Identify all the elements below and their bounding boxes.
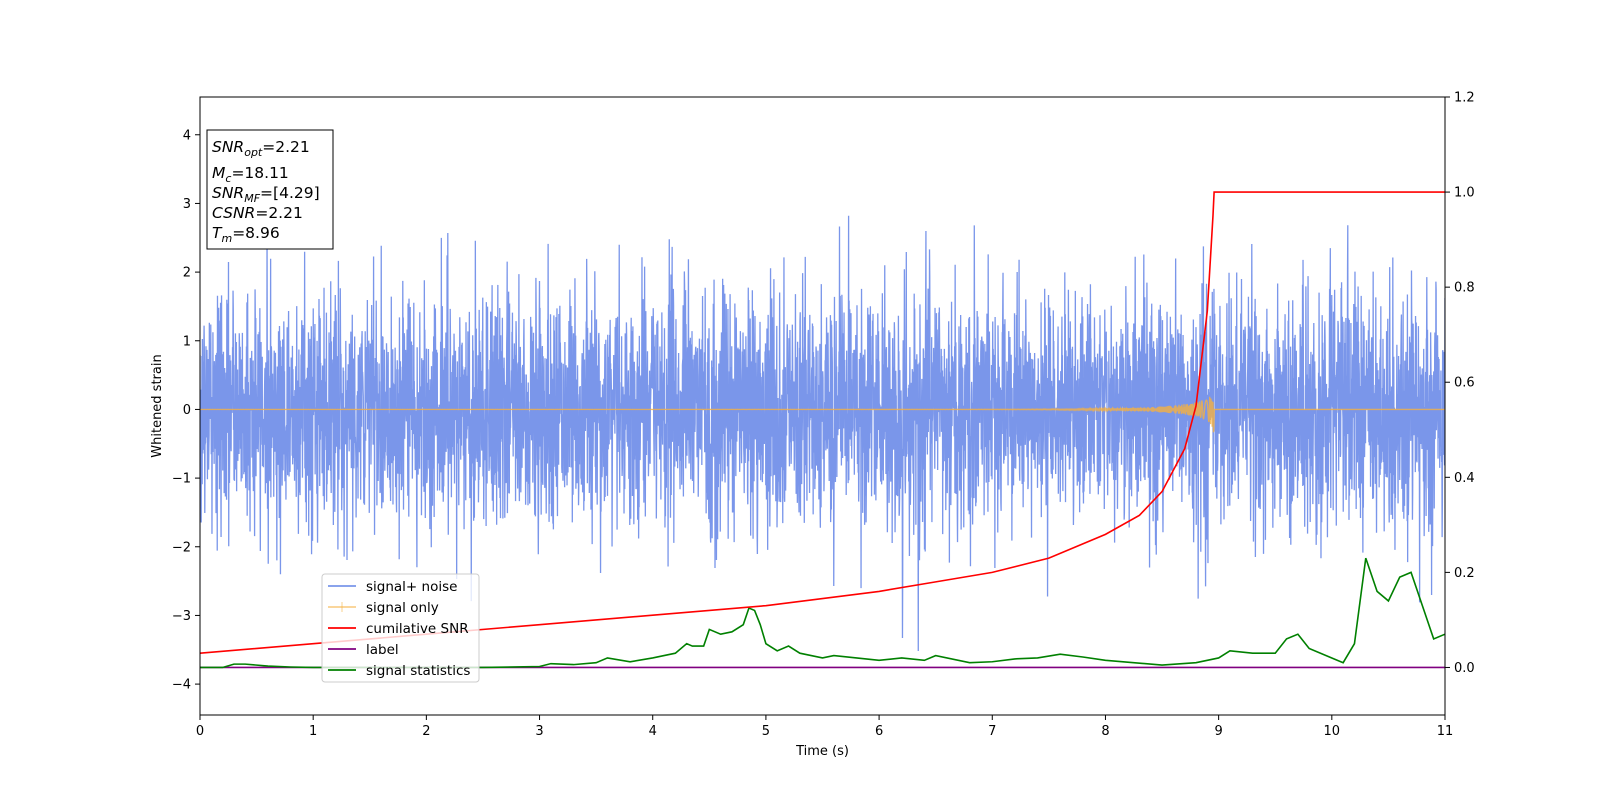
x-tick-label: 8 (1101, 724, 1109, 739)
axes: 0 1 2 3 4 5 6 7 8 9 10 11 −4 −3 −2 −1 0 1 2 3 4 0.0 0.2 0.4 0.6 0… (150, 91, 1475, 760)
y-tick-label: −4 (172, 678, 191, 693)
x-tick-label: 2 (422, 724, 430, 739)
annotation-line: SNRopt=2.21 (212, 138, 310, 159)
x-tick-label: 9 (1214, 724, 1222, 739)
annotation-line: SNRMF=[4.29] (212, 184, 320, 205)
x-tick-label: 5 (762, 724, 770, 739)
legend: signal+ noise signal only cumilative SNR la… (321, 573, 480, 683)
y-right-tick-label: 0.0 (1454, 661, 1475, 676)
y-right-tick-label: 0.8 (1454, 281, 1475, 296)
y-right-tick-label: 1.2 (1454, 91, 1475, 106)
annotation-line: Tm=8.96 (212, 224, 280, 245)
legend-label: signal statistics (366, 663, 470, 679)
x-tick-label: 1 (309, 724, 317, 739)
y-tick-label: 0 (183, 403, 191, 418)
x-tick-label: 0 (196, 724, 204, 739)
legend-label: signal+ noise (366, 579, 457, 595)
legend-label: label (366, 642, 399, 658)
y-tick-label: 2 (183, 266, 191, 281)
x-tick-label: 7 (988, 724, 996, 739)
y-right-tick-label: 0.4 (1454, 471, 1475, 486)
x-tick-label: 10 (1324, 724, 1341, 739)
series-signal-noise (200, 215, 1445, 651)
y-tick-label: −2 (172, 540, 191, 555)
y-right-tick-label: 0.6 (1454, 376, 1475, 391)
x-tick-label: 6 (875, 724, 883, 739)
annotation-box: SNRopt=2.21 Mc=18.11SNRMF=[4.29]CSNR=2.21… (206, 129, 334, 250)
annotation-frame (206, 129, 334, 250)
annotation-line: CSNR=2.21 (212, 204, 303, 222)
y-tick-label: −3 (172, 609, 191, 624)
x-axis-label: Time (s) (795, 744, 849, 759)
annotation-line: Mc=18.11 (212, 164, 289, 185)
y-right-tick-label: 1.0 (1454, 186, 1475, 201)
legend-label: cumilative SNR (366, 621, 469, 637)
legend-frame (321, 573, 480, 683)
series-signal-statistics (200, 557, 1445, 669)
plot-frame (199, 96, 1446, 716)
y-right-tick-label: 0.2 (1454, 566, 1475, 581)
x-tick-label: 3 (535, 724, 543, 739)
y-tick-label: −1 (172, 472, 191, 487)
y-tick-label: 4 (183, 128, 191, 143)
legend-label: signal only (366, 600, 439, 616)
x-tick-label: 11 (1437, 724, 1454, 739)
series-signal-only (200, 396, 1445, 433)
y-tick-label: 1 (183, 334, 191, 349)
series-cumilative-snr (200, 191, 1445, 654)
x-tick-label: 4 (649, 724, 657, 739)
y-axis-label: Whitened strain (150, 354, 165, 457)
y-tick-label: 3 (183, 197, 191, 212)
